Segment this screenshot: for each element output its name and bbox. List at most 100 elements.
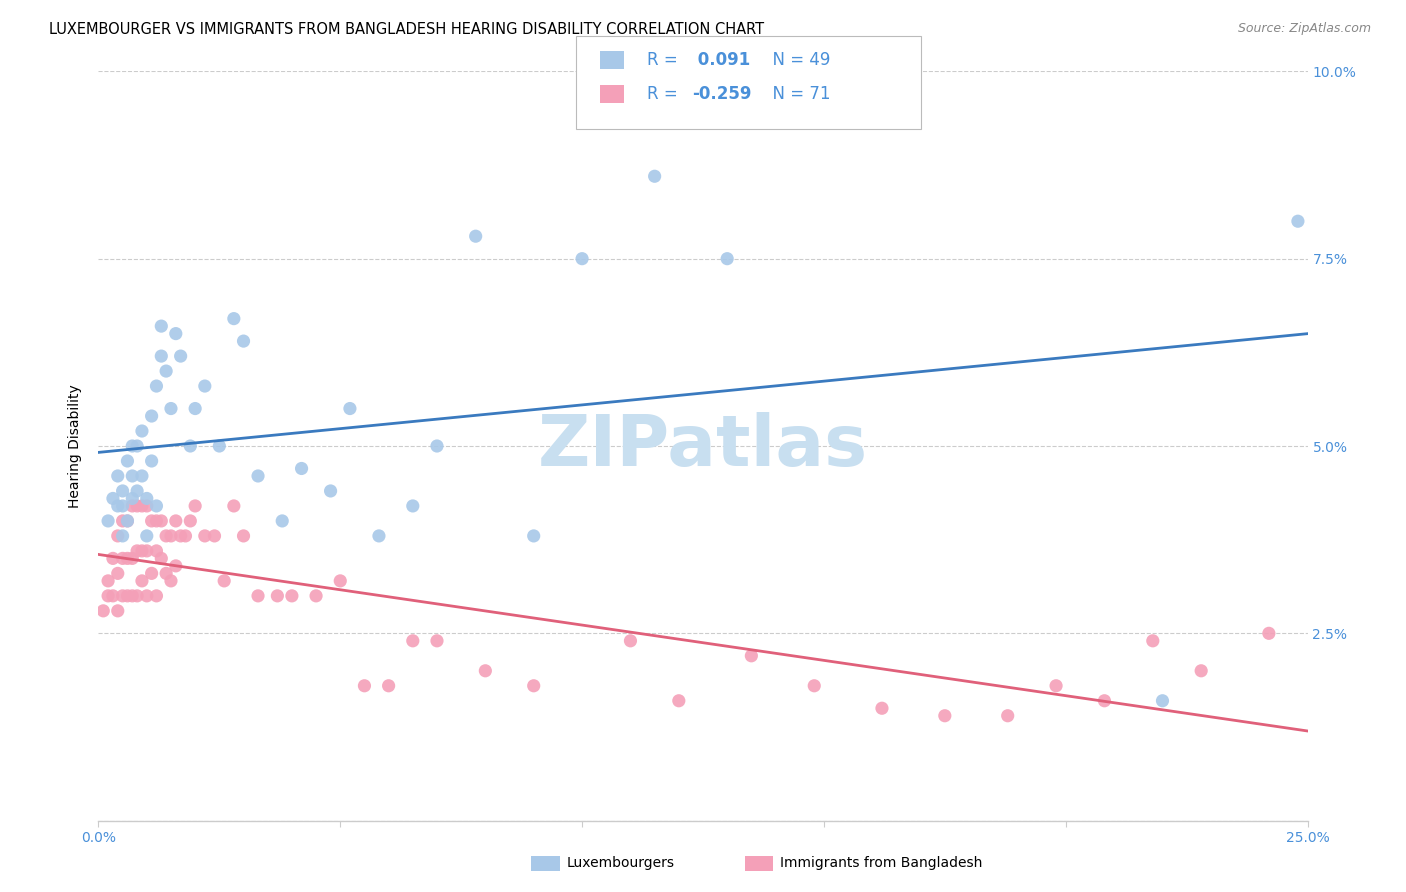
Point [290, 461, 312, 475]
Point [141, 409, 163, 423]
Point [232, 334, 254, 348]
Point [121, 499, 143, 513]
Point [204, 529, 226, 543]
Point [111, 589, 134, 603]
Point [121, 491, 143, 506]
Point [174, 529, 197, 543]
Point [266, 589, 288, 603]
Point [131, 574, 153, 588]
Point [571, 252, 593, 266]
Point [111, 514, 134, 528]
Point [368, 529, 391, 543]
Point [870, 701, 893, 715]
Point [111, 483, 134, 498]
Point [194, 529, 217, 543]
Point [150, 514, 173, 528]
Point [117, 514, 139, 528]
Point [353, 679, 375, 693]
Point [169, 349, 191, 363]
Point [402, 633, 425, 648]
Point [101, 589, 124, 603]
Point [107, 529, 129, 543]
Point [127, 439, 149, 453]
Point [740, 648, 762, 663]
Point [97, 514, 120, 528]
Point [121, 551, 143, 566]
Point [150, 319, 173, 334]
Point [377, 679, 399, 693]
Point [184, 401, 207, 416]
Point [716, 252, 738, 266]
Point [523, 679, 546, 693]
Point [426, 633, 449, 648]
Text: N = 49: N = 49 [762, 51, 831, 69]
Point [97, 574, 120, 588]
Point [131, 469, 153, 483]
Point [222, 499, 245, 513]
Point [141, 566, 163, 581]
Point [155, 566, 177, 581]
Point [179, 439, 201, 453]
Point [97, 589, 120, 603]
Point [107, 499, 129, 513]
Point [232, 529, 254, 543]
Point [91, 604, 114, 618]
Point [1152, 694, 1174, 708]
Point [127, 483, 149, 498]
Point [135, 491, 157, 506]
Point [194, 379, 217, 393]
Text: LUXEMBOURGER VS IMMIGRANTS FROM BANGLADESH HEARING DISABILITY CORRELATION CHART: LUXEMBOURGER VS IMMIGRANTS FROM BANGLADE… [49, 22, 765, 37]
Point [329, 574, 352, 588]
Point [131, 424, 153, 438]
Point [997, 708, 1019, 723]
Point [208, 439, 231, 453]
Text: ZIPatlas: ZIPatlas [538, 411, 868, 481]
Point [668, 694, 690, 708]
Point [1286, 214, 1309, 228]
Point [101, 551, 124, 566]
Point [1189, 664, 1212, 678]
Point [117, 454, 139, 468]
Point [1142, 633, 1164, 648]
Point [135, 589, 157, 603]
Point [121, 589, 143, 603]
Point [145, 499, 167, 513]
Point [619, 633, 641, 648]
Point [121, 469, 143, 483]
Text: R =: R = [647, 85, 683, 103]
Point [121, 439, 143, 453]
Point [127, 544, 149, 558]
Point [141, 514, 163, 528]
Point [165, 514, 187, 528]
Y-axis label: Hearing Disability: Hearing Disability [69, 384, 83, 508]
Point [160, 574, 183, 588]
Point [127, 499, 149, 513]
Point [111, 499, 134, 513]
Point [111, 529, 134, 543]
Point [184, 499, 207, 513]
Point [644, 169, 666, 184]
Point [319, 483, 342, 498]
Point [169, 529, 191, 543]
Point [117, 551, 139, 566]
Point [426, 439, 449, 453]
Point [402, 499, 425, 513]
Point [145, 379, 167, 393]
Point [117, 589, 139, 603]
Point [141, 454, 163, 468]
Point [160, 401, 183, 416]
Point [131, 499, 153, 513]
Point [165, 558, 187, 573]
Point [281, 589, 304, 603]
Point [212, 574, 235, 588]
Point [160, 529, 183, 543]
Text: Luxembourgers: Luxembourgers [567, 856, 675, 871]
Point [305, 589, 328, 603]
Point [523, 529, 546, 543]
Point [155, 364, 177, 378]
Point [145, 589, 167, 603]
Point [145, 514, 167, 528]
Point [150, 349, 173, 363]
Point [1045, 679, 1067, 693]
Point [179, 514, 201, 528]
